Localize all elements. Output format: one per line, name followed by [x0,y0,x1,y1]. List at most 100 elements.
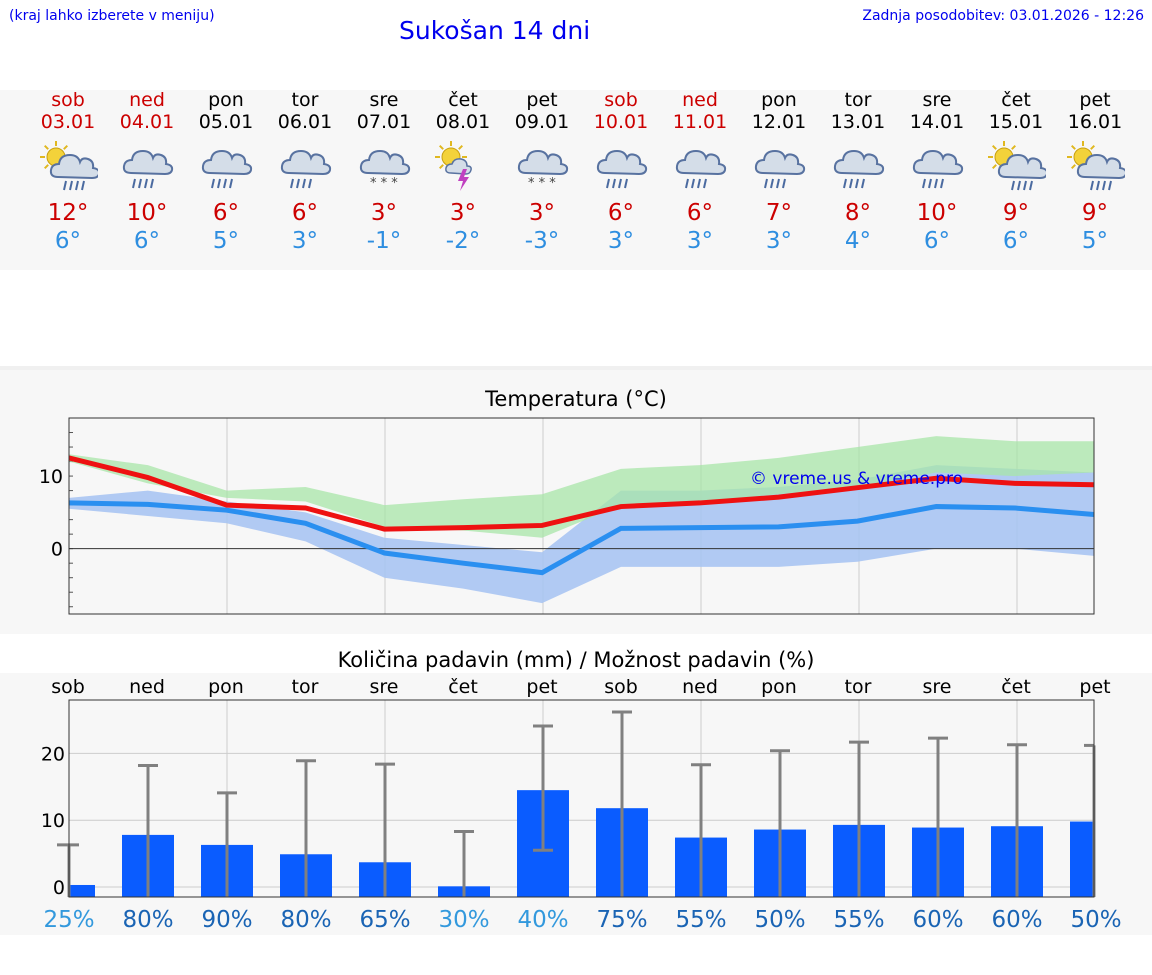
max-temperature: 10° [126,200,168,226]
max-temperature: 6° [686,200,714,226]
day-column: pon 05.01 6° 5° [187,88,265,255]
min-temperature: 5° [1081,228,1109,254]
day-column: pon 12.01 7° 3° [740,88,818,255]
svg-text:* * *: * * * [528,176,556,191]
min-temperature: 3° [291,228,319,254]
day-date: 06.01 [277,111,333,133]
sun-cloud-rain-icon [38,139,101,199]
min-temperature: -2° [445,228,481,254]
day-date: 10.01 [593,111,649,133]
sun-thunder-icon [433,139,493,199]
precipitation-bar [1070,821,1094,897]
day-date: 11.01 [672,111,728,133]
max-temperature: 3° [449,200,477,226]
x-tick-label: pet [1079,676,1110,698]
day-name: sob [51,89,85,111]
day-date: 08.01 [435,111,491,133]
max-temperature: 3° [528,200,556,226]
precipitation-probability: 75% [596,907,647,933]
day-date: 04.01 [119,111,175,133]
daily-forecast: sob 03.01 12° 6° ned 04.01 10° 6° pon 05.01 6° 5° to… [0,88,1152,258]
day-column: tor 13.01 8° 4° [819,88,897,255]
day-column: sob 10.01 6° 3° [582,88,660,255]
last-update: Zadnja posodobitev: 03.01.2026 - 12:26 [862,8,1144,24]
max-temperature: 12° [47,200,89,226]
svg-text:* * *: * * * [370,176,398,191]
day-date: 09.01 [514,111,570,133]
day-date: 14.01 [909,111,965,133]
temperature-title: Temperatura (°C) [485,387,667,411]
day-name: pet [1079,89,1111,111]
day-name: ned [682,89,718,111]
day-date: 15.01 [988,111,1044,133]
precipitation-probability: 55% [833,907,884,933]
day-date: 12.01 [751,111,807,133]
min-temperature: 3° [765,228,793,254]
day-column: ned 11.01 6° 3° [661,88,739,255]
x-tick-label: ned [129,676,165,698]
day-name: čet [448,89,478,111]
max-temperature: 8° [844,200,872,226]
min-temperature: 6° [133,228,161,254]
day-name: sre [922,89,952,111]
day-date: 03.01 [40,111,96,133]
x-tick-label: sre [923,676,952,698]
precipitation-probability: 40% [517,907,568,933]
x-tick-label: pet [526,676,557,698]
precipitation-probability: 90% [201,907,252,933]
max-temperature: 9° [1081,200,1109,226]
cloud-rain-icon [196,139,256,199]
max-temperature: 6° [212,200,240,226]
cloud-rain-icon [749,139,809,199]
day-column: pet 16.01 9° 5° [1056,88,1134,255]
precipitation-probability: 50% [1070,907,1121,933]
min-temperature: -1° [366,228,402,254]
precipitation-probability: 80% [122,907,173,933]
max-temperature: 10° [916,200,958,226]
min-temperature: -3° [524,228,560,254]
y-tick-label: 0 [51,539,63,561]
precipitation-title: Količina padavin (mm) / Možnost padavin … [337,648,815,672]
min-temperature: 5° [212,228,240,254]
page-title: Sukošan 14 dni [399,16,591,45]
cloud-snow-icon: * * * [354,139,414,199]
y-tick-label: 0 [53,877,65,899]
max-temperature: 6° [291,200,319,226]
precipitation-probability: 60% [912,907,963,933]
cloud-rain-icon [117,139,177,199]
max-temperature-band [69,436,1094,538]
max-temperature: 6° [607,200,635,226]
day-date: 16.01 [1067,111,1123,133]
day-name: sre [369,89,399,111]
day-date: 05.01 [198,111,254,133]
x-tick-label: sre [370,676,399,698]
cloud-snow-icon: * * * [512,139,572,199]
precipitation-probability: 60% [991,907,1042,933]
day-name: ned [129,89,165,111]
panel-divider [0,366,1152,370]
cloud-rain-icon [670,139,730,199]
location-hint: (kraj lahko izberete v meniju) [9,8,215,24]
day-name: tor [844,89,872,111]
cloud-rain-icon [828,139,888,199]
y-tick-label: 20 [41,743,65,765]
min-temperature-band [69,465,1094,604]
day-column: ned 04.01 10° 6° [108,88,186,255]
max-temperature: 3° [370,200,398,226]
x-tick-label: ned [682,676,718,698]
day-name: pon [761,89,797,111]
day-column: sob 03.01 12° 6° [29,88,107,255]
day-column: sre 07.01 * * * 3° -1° [345,88,423,255]
precipitation-probability: 50% [754,907,805,933]
sun-cloud-rain-icon [1065,139,1128,199]
cloud-rain-icon [907,139,967,199]
day-date: 07.01 [356,111,412,133]
min-temperature-line [68,500,1095,576]
watermark: © vreme.us & vreme.pro [750,469,963,489]
day-name: tor [291,89,319,111]
min-temperature: 6° [923,228,951,254]
day-name: pon [208,89,244,111]
x-tick-label: sob [604,676,638,698]
plot-frame [68,699,1095,898]
min-temperature: 3° [607,228,635,254]
